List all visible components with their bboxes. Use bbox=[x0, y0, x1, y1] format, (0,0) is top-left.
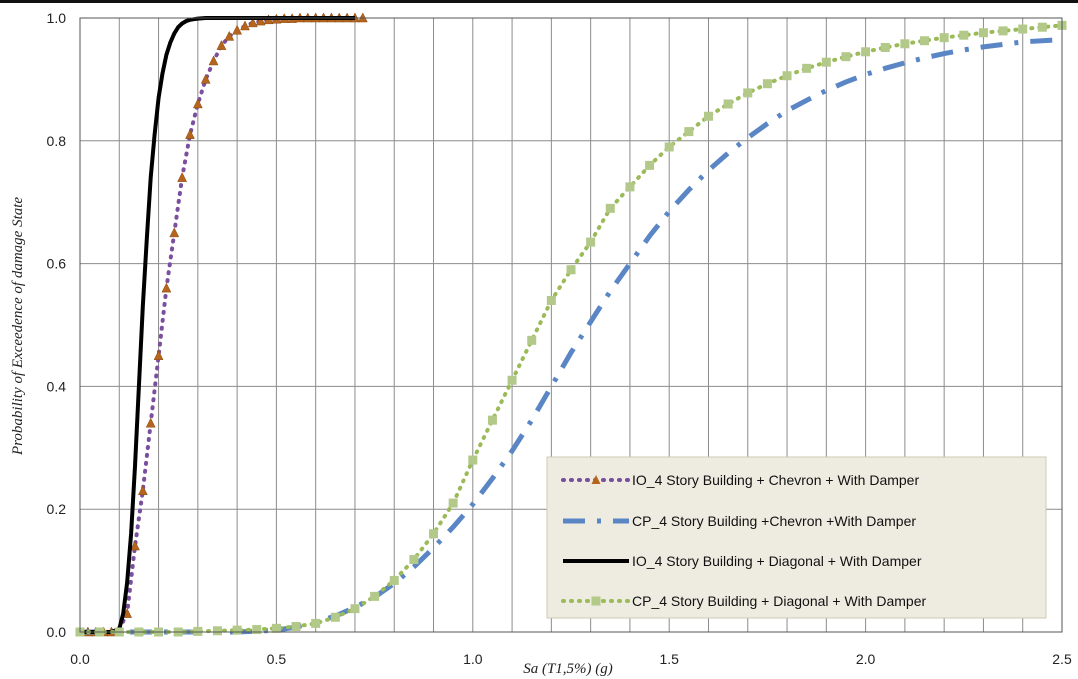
data-point-square bbox=[389, 575, 399, 585]
data-point-square bbox=[920, 36, 930, 46]
series-line bbox=[78, 23, 1064, 634]
data-point-triangle bbox=[200, 73, 211, 84]
data-point-square bbox=[939, 33, 949, 43]
data-point-square bbox=[252, 625, 262, 635]
legend-swatch-marker bbox=[591, 475, 601, 484]
data-point-square bbox=[821, 57, 831, 67]
data-point-square bbox=[487, 415, 497, 425]
data-point-triangle bbox=[247, 17, 258, 28]
data-point-square bbox=[743, 88, 753, 98]
data-point-square bbox=[429, 529, 439, 539]
top-border bbox=[0, 0, 1078, 3]
x-tick-label: 2.0 bbox=[856, 651, 876, 667]
data-point-square bbox=[684, 127, 694, 137]
data-point-square bbox=[978, 28, 988, 38]
data-point-square bbox=[1018, 24, 1028, 34]
data-point-square bbox=[703, 111, 713, 121]
data-point-square bbox=[546, 295, 556, 305]
data-point-square bbox=[311, 618, 321, 628]
data-point-square bbox=[291, 621, 301, 631]
legend: IO_4 Story Building + Chevron + With Dam… bbox=[546, 456, 1047, 619]
data-point-triangle bbox=[216, 40, 227, 50]
data-point-triangle bbox=[177, 172, 188, 182]
data-point-square bbox=[370, 591, 380, 601]
y-tick-label: 0.2 bbox=[47, 501, 67, 517]
x-tick-label: 1.5 bbox=[659, 651, 679, 667]
y-axis-title: Probability of Exceedence of damage Stat… bbox=[10, 197, 26, 456]
data-point-square bbox=[232, 625, 242, 635]
legend-label-cp-diagonal: CP_4 Story Building + Diagonal + With Da… bbox=[632, 593, 926, 609]
series-layer bbox=[75, 12, 1067, 637]
data-point-triangle bbox=[232, 24, 243, 35]
data-point-square bbox=[664, 142, 674, 152]
data-point-triangle bbox=[185, 129, 195, 139]
data-point-triangle bbox=[224, 30, 235, 41]
data-point-square bbox=[448, 498, 458, 508]
x-tick-label: 0.0 bbox=[70, 651, 90, 667]
data-point-square bbox=[625, 182, 635, 192]
data-point-square bbox=[409, 555, 419, 565]
legend-label-io-chevron: IO_4 Story Building + Chevron + With Dam… bbox=[632, 472, 919, 488]
data-point-square bbox=[527, 335, 537, 345]
x-tick-label: 1.0 bbox=[463, 651, 483, 667]
data-point-square bbox=[998, 26, 1008, 36]
data-point-square bbox=[330, 612, 340, 622]
data-point-square bbox=[861, 47, 871, 57]
data-point-square bbox=[802, 63, 812, 73]
data-point-triangle bbox=[169, 227, 180, 238]
series-line bbox=[80, 37, 1063, 635]
y-tick-label: 0.6 bbox=[47, 256, 67, 272]
data-point-square bbox=[350, 604, 360, 614]
data-point-square bbox=[468, 455, 478, 465]
series-1 bbox=[80, 37, 1063, 635]
data-point-triangle bbox=[161, 282, 172, 293]
data-point-square bbox=[645, 160, 655, 170]
legend-swatch-marker bbox=[591, 596, 601, 606]
y-tick-label: 0.4 bbox=[47, 378, 67, 394]
legend-swatches bbox=[561, 475, 631, 606]
data-point-triangle bbox=[130, 540, 140, 551]
y-tick-label: 0.8 bbox=[47, 133, 67, 149]
data-point-square bbox=[762, 79, 772, 89]
data-point-triangle bbox=[137, 485, 148, 496]
y-tick-label: 0.0 bbox=[47, 624, 67, 640]
legend-box bbox=[546, 456, 1047, 619]
y-tick-label: 1.0 bbox=[47, 10, 67, 26]
data-point-triangle bbox=[192, 98, 203, 109]
data-point-square bbox=[723, 99, 733, 109]
data-point-square bbox=[212, 626, 222, 636]
legend-label-cp-chevron: CP_4 Story Building +Chevron +With Dampe… bbox=[632, 513, 916, 529]
x-tick-label: 2.5 bbox=[1052, 651, 1072, 667]
data-point-triangle bbox=[153, 350, 164, 360]
data-point-square bbox=[1037, 22, 1047, 32]
data-point-square bbox=[507, 375, 517, 385]
data-point-square bbox=[782, 71, 792, 81]
x-axis-title: Sa (T1,5%) (g) bbox=[523, 661, 613, 677]
data-point-square bbox=[841, 52, 851, 62]
data-point-square bbox=[586, 237, 596, 247]
data-point-square bbox=[271, 623, 281, 633]
data-point-triangle bbox=[208, 55, 219, 66]
legend-label-io-diagonal: IO_4 Story Building + Diagonal + With Da… bbox=[632, 553, 922, 569]
data-point-triangle bbox=[240, 20, 250, 31]
data-point-square bbox=[959, 30, 969, 40]
data-point-square bbox=[193, 626, 203, 636]
x-tick-label: 0.5 bbox=[267, 651, 287, 667]
data-point-square bbox=[605, 203, 615, 213]
data-point-square bbox=[900, 39, 910, 49]
plot-area-border bbox=[79, 17, 1063, 633]
data-point-triangle bbox=[145, 417, 156, 428]
data-point-square bbox=[566, 265, 576, 275]
data-point-triangle bbox=[255, 15, 266, 26]
data-point-square bbox=[880, 42, 890, 52]
